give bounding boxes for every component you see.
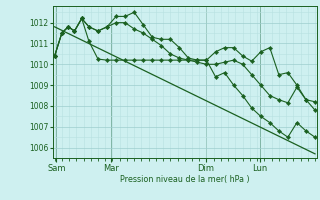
X-axis label: Pression niveau de la mer( hPa ): Pression niveau de la mer( hPa ): [120, 175, 250, 184]
